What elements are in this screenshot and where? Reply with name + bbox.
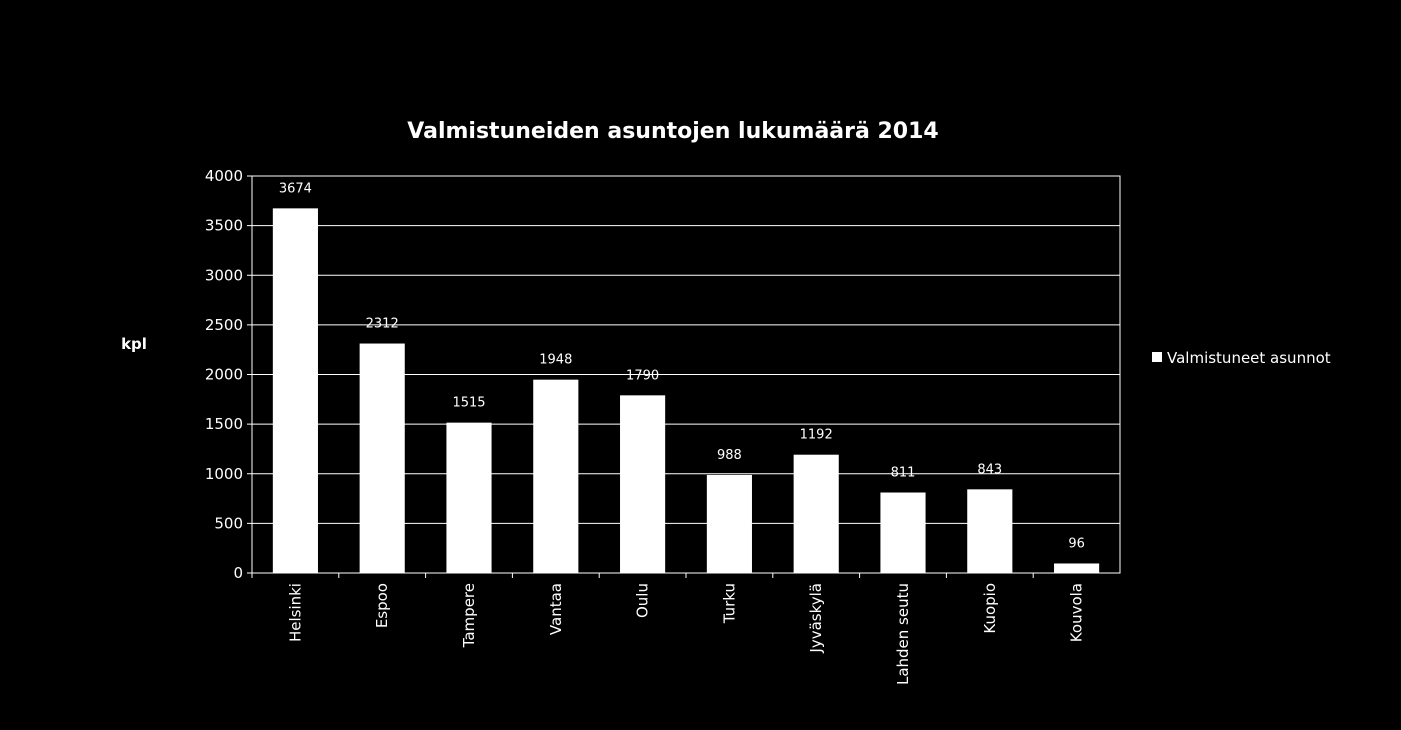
category-label: Kouvola <box>1068 583 1086 642</box>
bars <box>272 208 1100 573</box>
data-label: 3674 <box>279 181 312 196</box>
y-tick-label: 1500 <box>205 415 243 433</box>
category-labels: Helsinki Espoo Tampere Vantaa Oulu Turku Jyväs… <box>251 573 1086 685</box>
data-label: 1948 <box>539 353 572 368</box>
legend-label: Valmistuneet asunnot <box>1167 349 1331 367</box>
category-label: Vantaa <box>547 583 565 635</box>
category-label: Helsinki <box>286 583 304 642</box>
data-label: 843 <box>977 462 1002 477</box>
y-tick-label: 0 <box>233 564 243 582</box>
bar-espoo <box>359 343 405 573</box>
category-label: Lahden seutu <box>894 583 912 685</box>
data-labels: 3674 2312 1515 1948 1790 988 1192 811 843 96 <box>279 181 1085 551</box>
category-label: Oulu <box>634 583 652 618</box>
data-label: 988 <box>717 448 742 463</box>
y-axis-label: kpl <box>121 335 147 353</box>
chart-title: Valmistuneiden asuntojen lukumäärä 2014 <box>407 119 938 144</box>
bar-helsinki <box>272 208 318 573</box>
bar-oulu <box>620 395 666 573</box>
data-label: 2312 <box>366 317 399 332</box>
legend: Valmistuneet asunnot <box>1152 349 1331 367</box>
y-tick-label: 2000 <box>205 366 243 384</box>
category-label: Jyväskylä <box>807 583 825 654</box>
y-tick-label: 4000 <box>205 167 243 185</box>
bar-jyväskylä <box>793 454 839 573</box>
category-label: Tampere <box>460 583 478 648</box>
y-tick-label: 500 <box>214 514 243 532</box>
bar-lahden-seutu <box>880 492 926 573</box>
data-label: 1790 <box>626 368 659 383</box>
y-tick-label: 2500 <box>205 316 243 334</box>
category-label: Turku <box>720 583 738 624</box>
data-label: 1192 <box>800 428 833 443</box>
plot-frame <box>251 175 1121 574</box>
y-tick-label: 3500 <box>205 217 243 235</box>
y-tick-label: 1000 <box>205 465 243 483</box>
bar-vantaa <box>533 379 579 573</box>
bar-kouvola <box>1054 563 1100 573</box>
bar-turku <box>706 474 752 573</box>
y-tick-label: 3000 <box>205 266 243 284</box>
category-label: Kuopio <box>981 583 999 634</box>
bar-kuopio <box>967 489 1013 573</box>
data-label: 1515 <box>452 396 485 411</box>
bar-tampere <box>446 422 492 573</box>
y-axis-ticks: 0 500 1000 1500 2000 2500 3000 3500 4000 <box>205 167 252 582</box>
data-label: 96 <box>1068 536 1085 551</box>
legend-swatch <box>1152 352 1162 362</box>
category-label: Espoo <box>373 583 391 628</box>
data-label: 811 <box>891 466 916 481</box>
